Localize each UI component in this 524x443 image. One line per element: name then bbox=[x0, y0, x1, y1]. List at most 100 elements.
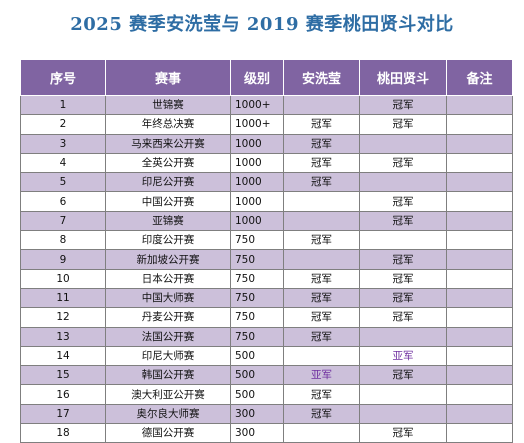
table-row: 17 奥尔良大师赛 300 冠军 bbox=[20, 403, 513, 425]
cell-note bbox=[446, 191, 513, 212]
cell-event: 亚锦赛 bbox=[105, 210, 231, 232]
table-row: 11 中国大师赛 750 冠军 冠军 bbox=[20, 287, 513, 309]
cell-level: 1000+ bbox=[230, 94, 284, 116]
cell-event: 印尼大师赛 bbox=[105, 345, 231, 367]
cell-momota: 冠军 bbox=[359, 94, 447, 116]
cell-level: 750 bbox=[230, 287, 284, 309]
cell-event: 韩国公开赛 bbox=[105, 365, 231, 386]
cell-momota: 冠军 bbox=[359, 114, 447, 135]
cell-an-se-young bbox=[283, 191, 360, 212]
header-note: 备注 bbox=[446, 59, 513, 96]
cell-momota: 冠军 bbox=[359, 152, 447, 174]
cell-event: 中国公开赛 bbox=[105, 191, 231, 212]
cell-an-se-young: 冠军 bbox=[283, 403, 360, 425]
cell-event: 马来西来公开赛 bbox=[105, 133, 231, 154]
cell-note bbox=[446, 133, 513, 154]
cell-no: 15 bbox=[20, 365, 106, 386]
cell-momota: 冠军 bbox=[359, 249, 447, 270]
cell-note bbox=[446, 152, 513, 174]
table-row: 7 亚锦赛 1000 冠军 bbox=[20, 210, 513, 232]
cell-level: 750 bbox=[230, 268, 284, 289]
cell-event: 法国公开赛 bbox=[105, 326, 231, 347]
table-row: 3 马来西来公开赛 1000 冠军 bbox=[20, 133, 513, 154]
cell-no: 11 bbox=[20, 287, 106, 309]
cell-note bbox=[446, 172, 513, 193]
cell-level: 1000 bbox=[230, 210, 284, 232]
header-level: 级别 bbox=[230, 59, 284, 96]
cell-momota: 冠军 bbox=[359, 365, 447, 386]
cell-no: 1 bbox=[20, 94, 106, 116]
cell-momota: 冠军 bbox=[359, 423, 447, 443]
cell-level: 500 bbox=[230, 384, 284, 405]
header-no: 序号 bbox=[20, 59, 106, 96]
cell-no: 4 bbox=[20, 152, 106, 174]
cell-note bbox=[446, 94, 513, 116]
cell-event: 印尼公开赛 bbox=[105, 172, 231, 193]
cell-level: 750 bbox=[230, 230, 284, 251]
cell-no: 5 bbox=[20, 172, 106, 193]
table-row: 2 年终总决赛 1000+ 冠军 冠军 bbox=[20, 114, 513, 135]
cell-event: 新加坡公开赛 bbox=[105, 249, 231, 270]
cell-no: 12 bbox=[20, 307, 106, 328]
cell-no: 13 bbox=[20, 326, 106, 347]
cell-no: 2 bbox=[20, 114, 106, 135]
header-momota: 桃田贤斗 bbox=[359, 59, 447, 96]
cell-event: 中国大师赛 bbox=[105, 287, 231, 309]
table-body: 1 世锦赛 1000+ 冠军 2 年终总决赛 1000+ 冠军 冠军 3 马来西来公开赛 1000 冠军… bbox=[20, 94, 513, 443]
cell-an-se-young bbox=[283, 345, 360, 367]
cell-level: 750 bbox=[230, 249, 284, 270]
cell-an-se-young: 冠军 bbox=[283, 114, 360, 135]
cell-momota bbox=[359, 403, 447, 425]
cell-level: 1000+ bbox=[230, 114, 284, 135]
cell-an-se-young bbox=[283, 423, 360, 443]
cell-an-se-young: 冠军 bbox=[283, 230, 360, 251]
header-an-se-young: 安洗莹 bbox=[283, 59, 360, 96]
table-header-row: 序号 赛事 级别 安洗莹 桃田贤斗 备注 bbox=[20, 59, 513, 96]
cell-event: 德国公开赛 bbox=[105, 423, 231, 443]
cell-level: 1000 bbox=[230, 152, 284, 174]
cell-event: 澳大利亚公开赛 bbox=[105, 384, 231, 405]
cell-note bbox=[446, 345, 513, 367]
cell-level: 500 bbox=[230, 345, 284, 367]
cell-level: 1000 bbox=[230, 133, 284, 154]
cell-no: 18 bbox=[20, 423, 106, 443]
table-row: 18 德国公开赛 300 冠军 bbox=[20, 423, 513, 443]
cell-no: 10 bbox=[20, 268, 106, 289]
cell-note bbox=[446, 249, 513, 270]
cell-event: 奥尔良大师赛 bbox=[105, 403, 231, 425]
table-row: 4 全英公开赛 1000 冠军 冠军 bbox=[20, 152, 513, 174]
table-row: 15 韩国公开赛 500 亚军 冠军 bbox=[20, 365, 513, 386]
cell-event: 全英公开赛 bbox=[105, 152, 231, 174]
cell-level: 1000 bbox=[230, 191, 284, 212]
cell-level: 750 bbox=[230, 307, 284, 328]
cell-note bbox=[446, 403, 513, 425]
cell-no: 9 bbox=[20, 249, 106, 270]
cell-no: 3 bbox=[20, 133, 106, 154]
cell-an-se-young bbox=[283, 249, 360, 270]
cell-note bbox=[446, 114, 513, 135]
cell-an-se-young: 亚军 bbox=[283, 365, 360, 386]
cell-momota bbox=[359, 230, 447, 251]
cell-level: 300 bbox=[230, 423, 284, 443]
table-row: 5 印尼公开赛 1000 冠军 bbox=[20, 172, 513, 193]
cell-no: 17 bbox=[20, 403, 106, 425]
cell-level: 300 bbox=[230, 403, 284, 425]
table-row: 13 法国公开赛 750 冠军 bbox=[20, 326, 513, 347]
table-row: 14 印尼大师赛 500 亚军 bbox=[20, 345, 513, 367]
cell-level: 1000 bbox=[230, 172, 284, 193]
cell-momota: 冠军 bbox=[359, 287, 447, 309]
cell-an-se-young: 冠军 bbox=[283, 172, 360, 193]
cell-note bbox=[446, 210, 513, 232]
cell-momota: 冠军 bbox=[359, 191, 447, 212]
cell-note bbox=[446, 423, 513, 443]
cell-an-se-young: 冠军 bbox=[283, 287, 360, 309]
cell-note bbox=[446, 287, 513, 309]
table-row: 9 新加坡公开赛 750 冠军 bbox=[20, 249, 513, 270]
cell-note bbox=[446, 326, 513, 347]
cell-event: 印度公开赛 bbox=[105, 230, 231, 251]
cell-an-se-young: 冠军 bbox=[283, 152, 360, 174]
header-event: 赛事 bbox=[105, 59, 231, 96]
cell-an-se-young: 冠军 bbox=[283, 384, 360, 405]
cell-note bbox=[446, 230, 513, 251]
cell-event: 日本公开赛 bbox=[105, 268, 231, 289]
